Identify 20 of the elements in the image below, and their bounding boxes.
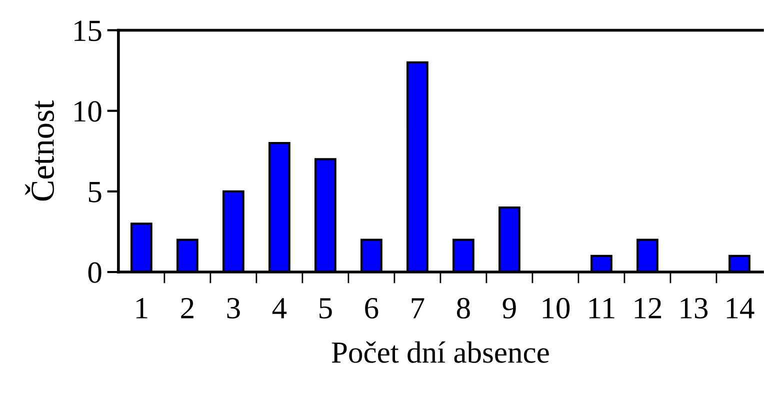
x-tick-label: 1 (136, 298, 148, 318)
y-axis-title: Četnost (25, 100, 54, 201)
y-tick-label: 15 (74, 20, 102, 42)
x-tick-label: 5 (320, 298, 332, 319)
x-tick-label: 14 (726, 298, 754, 318)
x-tick-label: 4 (272, 298, 287, 318)
x-tick-label: 13 (680, 298, 708, 319)
x-tick-label: 9 (502, 298, 516, 319)
x-tick-label: 11 (589, 298, 614, 318)
x-tick-label: 12 (634, 298, 662, 318)
x-tick-label: 6 (365, 298, 378, 319)
x-axis-title: Počet dní absence (332, 341, 549, 363)
x-tick-label: 8 (456, 298, 470, 319)
x-tick-label: 10 (542, 298, 570, 319)
y-tick-label: 10 (74, 101, 102, 122)
x-tick-label: 2 (181, 298, 194, 318)
y-tick-label: 0 (88, 262, 102, 283)
x-tick-label: 3 (227, 298, 240, 319)
y-tick-label: 5 (88, 182, 102, 202)
x-tick-label: 7 (412, 298, 424, 318)
